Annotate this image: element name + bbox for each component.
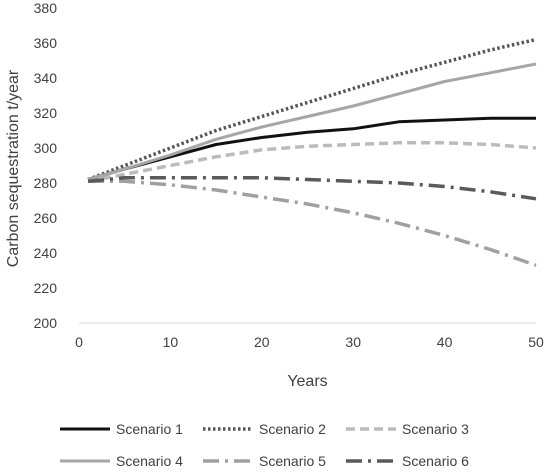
y-tick-label: 220 [34, 280, 58, 296]
x-tick-label: 20 [254, 334, 270, 350]
x-tick-label: 10 [163, 334, 179, 350]
series-line-6 [87, 176, 537, 201]
x-tick-label: 50 [528, 334, 544, 350]
y-tick-label: 260 [34, 210, 58, 226]
series-line-2 [87, 37, 537, 182]
y-tick-label: 240 [34, 245, 58, 261]
series-line-4 [87, 62, 537, 181]
legend-label-3: Scenario 3 [402, 421, 469, 437]
series-line-5 [88, 179, 537, 267]
chart-axes: 200 220 240 260 280 300 320 340 360 380 0 10 20 30 40 5… [34, 0, 544, 350]
legend-label-6: Scenario 6 [402, 453, 469, 469]
legend-label-2: Scenario 2 [259, 421, 326, 437]
y-tick-label: 280 [34, 175, 58, 191]
chart-lines [87, 37, 537, 267]
y-axis-label: Carbon sequestration t/year [5, 69, 22, 267]
x-axis-label: Years [287, 373, 327, 390]
chart-legend: Scenario 1 Scenario 2 Scenario 3 Scenario 4… [60, 421, 469, 469]
series-line-1 [87, 116, 536, 181]
y-tick-label: 200 [34, 315, 58, 331]
legend-label-4: Scenario 4 [116, 453, 183, 469]
x-tick-label: 40 [437, 334, 453, 350]
y-tick-label: 360 [34, 35, 58, 51]
y-tick-label: 380 [34, 0, 58, 16]
x-tick-label: 30 [345, 334, 361, 350]
legend-label-1: Scenario 1 [116, 421, 183, 437]
y-tick-label: 320 [34, 105, 58, 121]
y-tick-label: 300 [34, 140, 58, 156]
x-tick-label: 0 [75, 334, 83, 350]
legend-label-5: Scenario 5 [259, 453, 326, 469]
y-tick-label: 340 [34, 70, 58, 86]
